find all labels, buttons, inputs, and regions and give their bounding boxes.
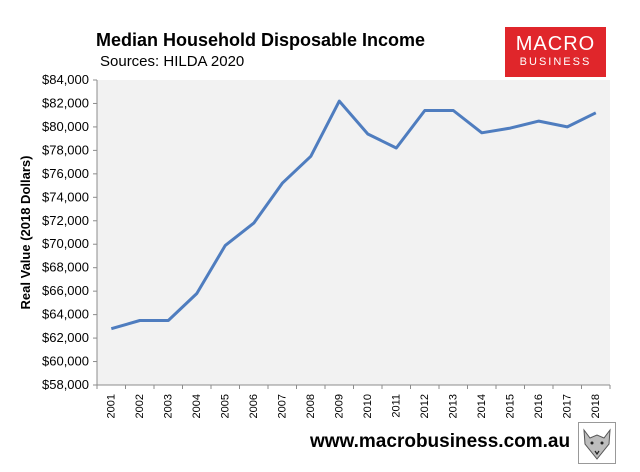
plot-area [97, 80, 610, 385]
logo-line-2: BUSINESS [519, 56, 592, 68]
x-tick-label: 2012 [419, 394, 431, 418]
y-tick-label: $72,000 [42, 213, 89, 228]
y-axis-ticks: $58,000 $60,000 $62,000 $64,000 $66,000 $68,0… [42, 72, 97, 392]
x-tick-label: 2013 [447, 394, 459, 418]
x-tick-label: 2017 [561, 394, 573, 418]
logo-line-1: MACRO [515, 33, 596, 55]
y-tick-label: $80,000 [42, 119, 89, 134]
y-tick-label: $76,000 [42, 166, 89, 181]
x-tick-label: 2002 [134, 394, 146, 418]
x-tick-label: 2018 [590, 394, 602, 418]
macrobusiness-logo[interactable]: MACRO BUSINESS [505, 27, 606, 77]
y-tick-label: $58,000 [42, 377, 89, 392]
x-tick-label: 2008 [305, 394, 317, 418]
y-tick-label: $68,000 [42, 260, 89, 275]
y-tick-label: $70,000 [42, 236, 89, 251]
x-tick-label: 2005 [219, 394, 231, 418]
y-tick-label: $84,000 [42, 72, 89, 87]
y-tick-label: $78,000 [42, 142, 89, 157]
x-tick-label: 2001 [105, 394, 117, 418]
y-axis-label: Real Value (2018 Dollars) [18, 156, 33, 310]
chart-title: Median Household Disposable Income [96, 30, 426, 50]
x-tick-label: 2003 [162, 394, 174, 418]
x-tick-label: 2004 [191, 394, 203, 418]
y-tick-label: $64,000 [42, 307, 89, 322]
x-tick-label: 2007 [276, 394, 288, 418]
x-tick-label: 2010 [362, 394, 374, 418]
y-tick-label: $74,000 [42, 189, 89, 204]
y-tick-label: $66,000 [42, 283, 89, 298]
x-tick-label: 2011 [390, 394, 402, 418]
x-tick-label: 2006 [248, 394, 260, 418]
x-tick-label: 2016 [533, 394, 545, 418]
y-tick-label: $62,000 [42, 330, 89, 345]
footer-url[interactable]: www.macrobusiness.com.au [310, 431, 571, 452]
chart-subtitle: Sources: HILDA 2020 [100, 53, 245, 70]
x-tick-label: 2015 [504, 394, 516, 418]
series-line-income [110, 99, 597, 331]
x-axis-ticks: 2001 2002 2003 2004 2005 2006 2007 2008 2009 2010… [96, 385, 611, 418]
x-tick-label: 2014 [476, 394, 488, 418]
fox-logo-icon [578, 422, 616, 464]
y-tick-label: $82,000 [42, 95, 89, 110]
y-tick-label: $60,000 [42, 354, 89, 369]
x-tick-label: 2009 [333, 394, 345, 418]
